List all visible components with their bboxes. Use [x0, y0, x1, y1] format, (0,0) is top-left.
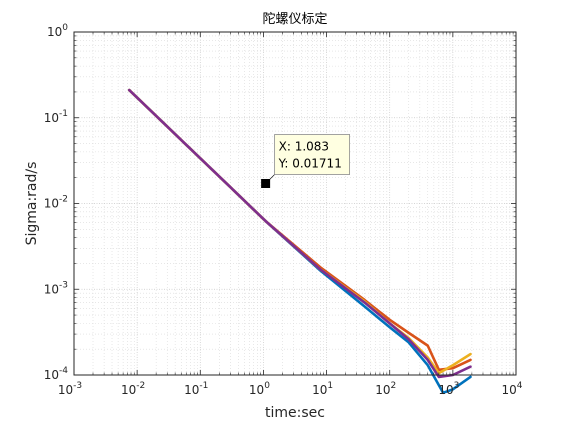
x-tick-base: 10 — [58, 383, 73, 397]
y-tick-label: 100 — [47, 23, 68, 39]
y-tick-label: 10-4 — [44, 366, 69, 382]
x-tick-labels: 10-3 10-2 10-1 100 101 102 103 104 — [58, 381, 523, 397]
data-tip-y-value: Y: 0.01711 — [278, 156, 342, 170]
y-tick-exponent: 0 — [62, 23, 68, 33]
data-tip-x-value: X: 1.083 — [279, 139, 329, 153]
x-tick-base: 10 — [438, 383, 453, 397]
y-tick-base: 10 — [44, 111, 59, 125]
y-tick-base: 10 — [47, 25, 62, 39]
x-tick-base: 10 — [375, 383, 390, 397]
x-tick-label: 10-1 — [184, 381, 208, 397]
x-tick-exponent: -2 — [136, 381, 145, 391]
y-tick-base: 10 — [44, 197, 59, 211]
x-tick-label: 10-2 — [121, 381, 145, 397]
y-tick-base: 10 — [44, 282, 59, 296]
data-tip-marker[interactable] — [261, 178, 271, 188]
x-tick-base: 10 — [501, 383, 516, 397]
grid-lines — [74, 32, 516, 375]
y-tick-base: 10 — [44, 368, 59, 382]
x-tick-label: 10-3 — [58, 381, 82, 397]
x-tick-exponent: 2 — [390, 381, 396, 391]
x-tick-exponent: 3 — [454, 381, 460, 391]
x-tick-exponent: 1 — [327, 381, 333, 391]
x-tick-label: 102 — [375, 381, 396, 397]
y-tick-exponent: -3 — [59, 280, 68, 290]
x-tick-exponent: 0 — [264, 381, 270, 391]
x-tick-label: 103 — [438, 381, 459, 397]
x-tick-exponent: -1 — [199, 381, 208, 391]
data-tip-box — [274, 134, 351, 175]
x-tick-base: 10 — [249, 383, 264, 397]
x-tick-label: 100 — [249, 381, 270, 397]
series-line-4 — [127, 88, 472, 379]
series-group — [127, 88, 472, 395]
x-tick-base: 10 — [121, 383, 136, 397]
x-tick-exponent: -3 — [73, 381, 82, 391]
x-tick-exponent: 4 — [517, 381, 523, 391]
y-axis-label: Sigma:rad/s — [24, 162, 40, 246]
y-tick-label: 10-1 — [44, 109, 68, 125]
x-axis-label: time:sec — [265, 405, 325, 421]
x-tick-label: 101 — [312, 381, 333, 397]
x-tick-base: 10 — [184, 383, 199, 397]
y-tick-exponent: -4 — [59, 366, 68, 376]
chart-title: 陀螺仪标定 — [262, 11, 327, 27]
x-tick-label: 104 — [501, 381, 522, 397]
x-tick-base: 10 — [312, 383, 327, 397]
y-tick-label: 10-3 — [44, 280, 68, 296]
y-tick-exponent: -1 — [59, 109, 68, 119]
y-tick-label: 10-2 — [44, 195, 68, 211]
y-tick-exponent: -2 — [59, 195, 68, 205]
tick-marks — [73, 31, 517, 376]
data-tip[interactable]: X: 1.083 Y: 0.01711 — [261, 134, 351, 188]
